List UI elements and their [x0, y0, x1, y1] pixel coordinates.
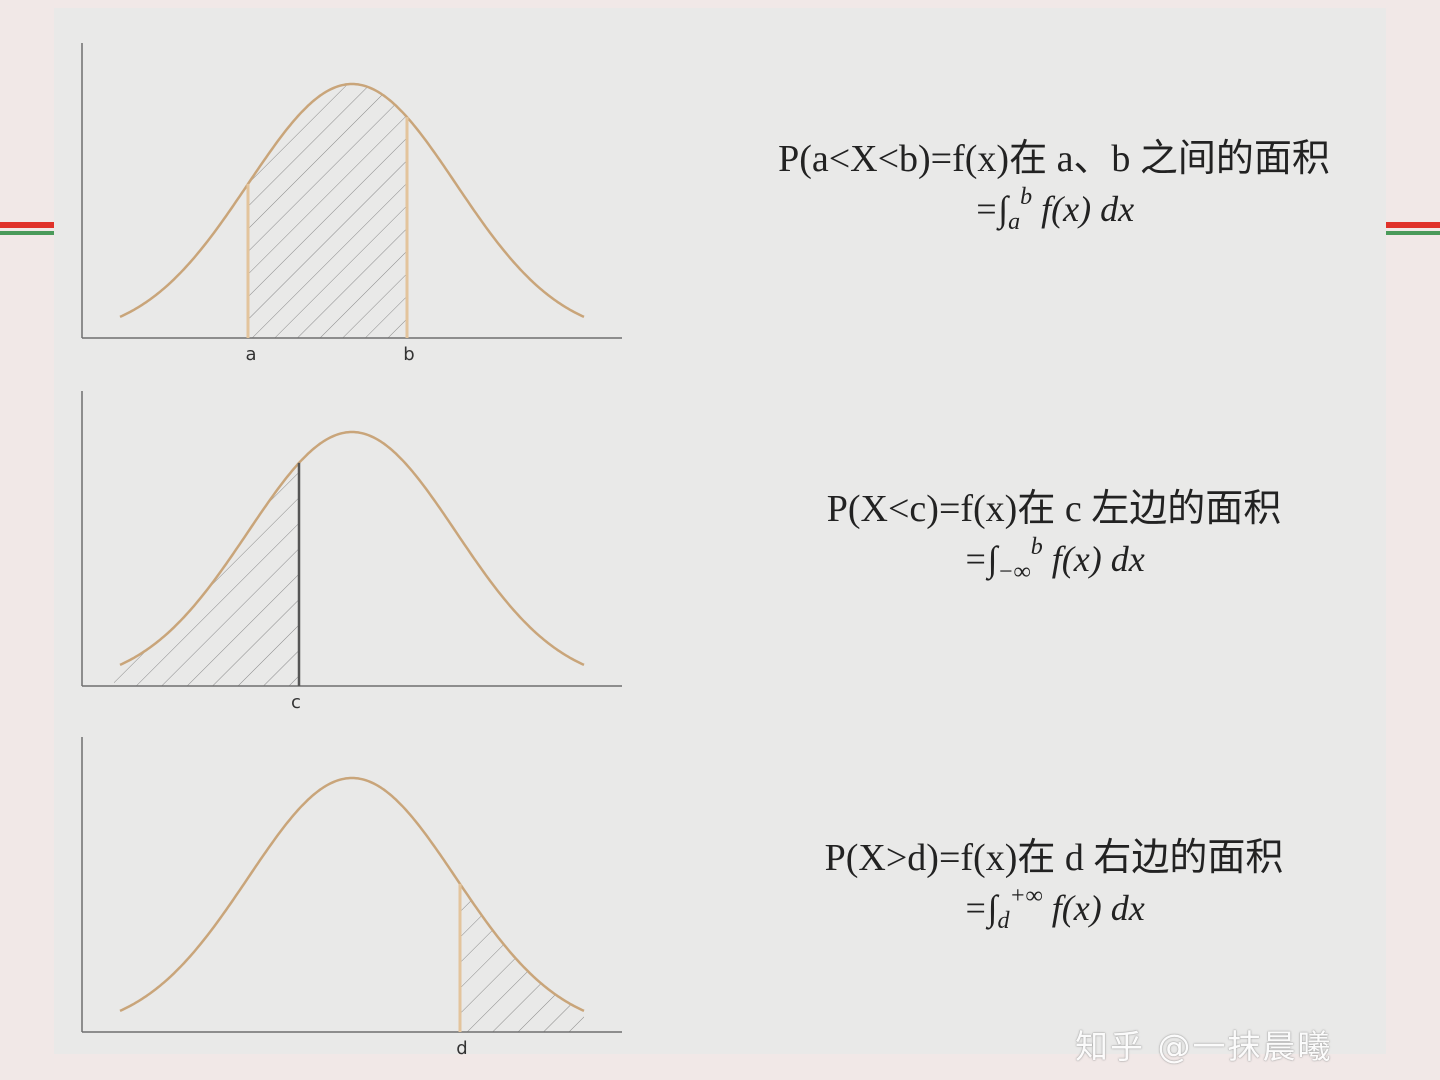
normal-curve — [119, 430, 585, 667]
normal-curve — [119, 776, 585, 1013]
shaded-area-between — [248, 84, 407, 338]
watermark: 知乎 @一抹晨曦 — [1075, 1027, 1333, 1066]
label-c: c — [291, 692, 301, 713]
shaded-area-right — [460, 883, 584, 1032]
normal-curve-left: c — [81, 391, 622, 713]
normal-curve-right: d — [81, 737, 622, 1059]
left-accent-bar — [0, 220, 54, 238]
formula-right: P(X>d)=f(x)在 d 右边的面积 =∫d+∞ f(x) dx — [754, 833, 1354, 938]
formula-text: P(X<c)=f(x)在 c 左边的面积 — [826, 488, 1282, 530]
integral-expression: =∫d+∞ f(x) dx — [963, 883, 1145, 935]
integral-expression: =∫−∞b f(x) dx — [963, 534, 1145, 586]
normal-curve — [119, 82, 585, 319]
label-b: b — [403, 344, 414, 365]
slide: a b c d P(a<X<b)=f(x)在 a、b 之间的面积 — [54, 8, 1386, 1059]
formula-between: P(a<X<b)=f(x)在 a、b 之间的面积 =∫ab f(x) dx — [754, 134, 1354, 239]
formula-left: P(X<c)=f(x)在 c 左边的面积 =∫−∞b f(x) dx — [754, 484, 1354, 589]
integral-expression: =∫ab f(x) dx — [973, 184, 1135, 236]
right-accent-bar — [1386, 220, 1440, 238]
label-d: d — [456, 1038, 467, 1059]
normal-curve-between: a b — [81, 43, 622, 365]
label-a: a — [245, 344, 256, 365]
formula-text: P(a<X<b)=f(x)在 a、b 之间的面积 — [778, 138, 1330, 180]
formula-text: P(X>d)=f(x)在 d 右边的面积 — [824, 837, 1284, 879]
shaded-area-left — [114, 462, 299, 686]
